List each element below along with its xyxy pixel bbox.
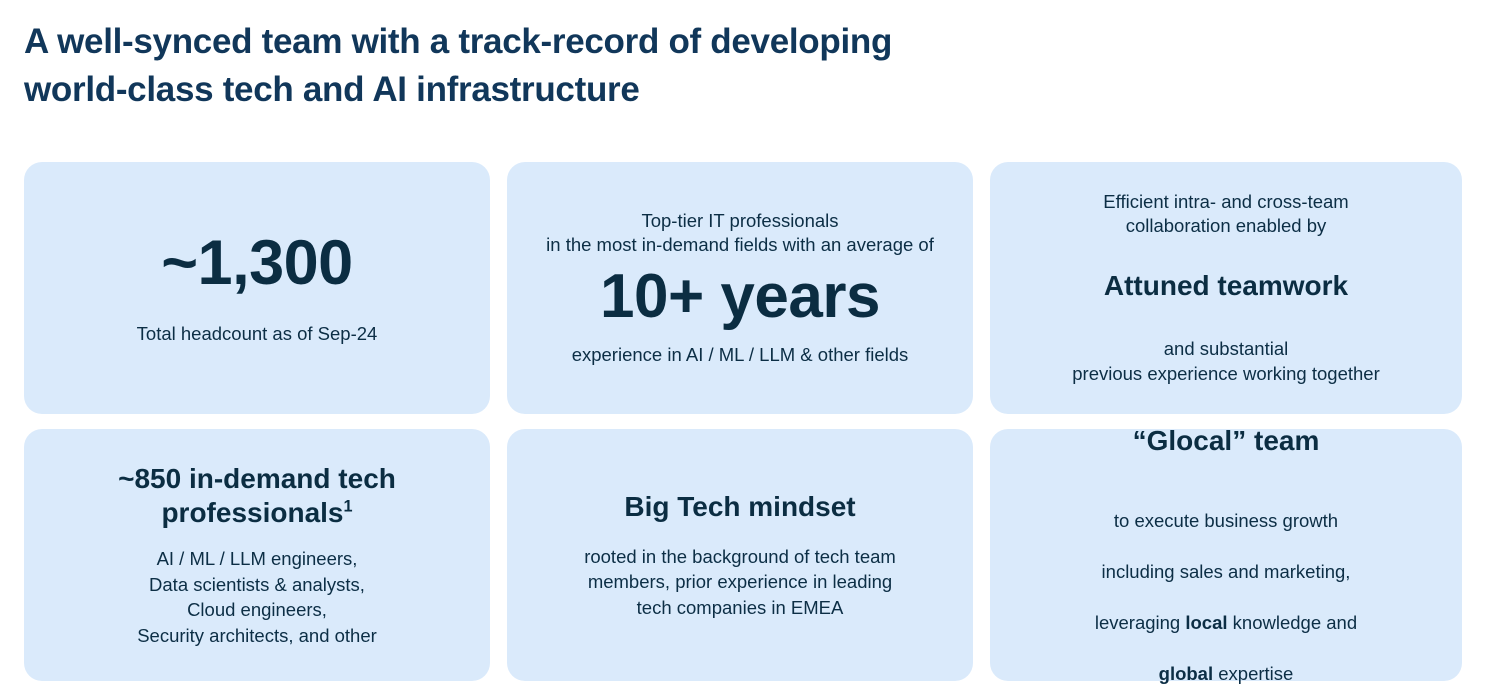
glocal-line-1: to execute business growth bbox=[1113, 509, 1339, 531]
tech-professionals-roles: AI / ML / LLM engineers, Data scientists… bbox=[137, 548, 377, 646]
glocal-global-emphasis: global bbox=[1158, 662, 1214, 684]
stat-card-big-tech-mindset: Big Tech mindset rooted in the backgroun… bbox=[507, 429, 973, 681]
stat-card-tech-professionals: ~850 in-demand tech professionals1 AI / … bbox=[24, 429, 490, 681]
stat-card-grid: ~1,300 Total headcount as of Sep-24 Top-… bbox=[24, 162, 1462, 684]
stat-card-teamwork: Efficient intra- and cross-team collabor… bbox=[990, 162, 1462, 414]
headcount-caption: Total headcount as of Sep-24 bbox=[136, 322, 378, 344]
glocal-line-3-prefix: leveraging bbox=[1094, 611, 1186, 633]
teamwork-lead-in: Efficient intra- and cross-team collabor… bbox=[1103, 190, 1349, 237]
headcount-value: ~1,300 bbox=[161, 227, 353, 298]
experience-lead-in: Top-tier IT professionals in the most in… bbox=[546, 209, 934, 256]
glocal-line-2: including sales and marketing, bbox=[1101, 560, 1351, 582]
stat-card-experience: Top-tier IT professionals in the most in… bbox=[507, 162, 973, 414]
teamwork-caption: and substantial previous experience work… bbox=[1072, 338, 1380, 384]
experience-caption: experience in AI / ML / LLM & other fiel… bbox=[571, 343, 909, 365]
stat-card-headcount: ~1,300 Total headcount as of Sep-24 bbox=[24, 162, 490, 414]
glocal-team-caption: to execute business growth including sal… bbox=[1095, 482, 1357, 686]
tech-professionals-headline-text: ~850 in-demand tech professionals bbox=[118, 462, 396, 528]
glocal-local-emphasis: local bbox=[1185, 611, 1228, 633]
stat-card-glocal-team: “Glocal” team to execute business growth… bbox=[990, 425, 1462, 684]
page-title: A well-synced team with a track-record o… bbox=[24, 22, 893, 109]
big-tech-mindset-headline: Big Tech mindset bbox=[624, 490, 856, 522]
teamwork-headline: Attuned teamwork bbox=[1103, 269, 1349, 301]
tech-professionals-headline: ~850 in-demand tech professionals1 bbox=[118, 462, 396, 530]
glocal-team-headline: “Glocal” team bbox=[1132, 424, 1320, 456]
glocal-line-3-suffix: knowledge and bbox=[1227, 611, 1358, 633]
experience-value: 10+ years bbox=[600, 261, 880, 331]
big-tech-mindset-caption: rooted in the background of tech team me… bbox=[584, 545, 896, 618]
glocal-line-4-suffix: expertise bbox=[1213, 662, 1294, 684]
footnote-marker: 1 bbox=[343, 497, 353, 516]
